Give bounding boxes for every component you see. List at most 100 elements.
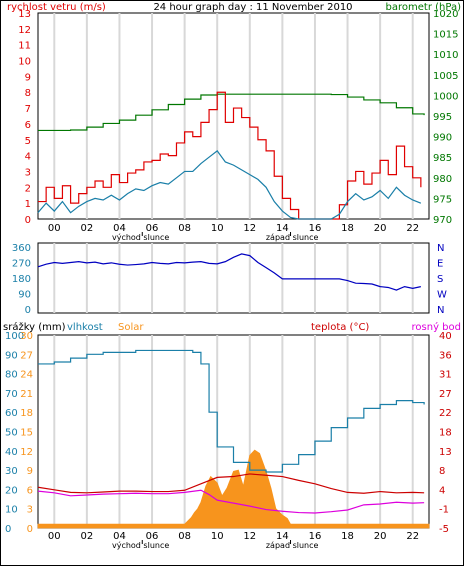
wind-tick-label: 11 [18, 41, 31, 52]
rain-axis-label: srážky (mm) [3, 321, 66, 333]
hour-tick-label-bottom: 02 [81, 531, 94, 542]
temperature-tick-label: 31 [439, 370, 452, 381]
temperature-tick-label: 18 [439, 428, 452, 439]
humidity-tick-label: 30 [5, 466, 18, 477]
wind-tick-label: 10 [18, 57, 31, 68]
direction-tick-label: 270 [12, 259, 31, 270]
solar-axis-label: Solar [118, 322, 144, 333]
solar-tick-label: 12 [20, 447, 33, 458]
dewpoint-line [37, 489, 425, 514]
humidity-tick-label: 20 [5, 485, 18, 496]
direction-tick-label: 360 [12, 243, 31, 254]
chart-title: 24 hour graph day : 11 November 2010 [153, 2, 352, 13]
solar-tick-label: 3 [27, 505, 33, 516]
humidity-tick-label: 100 [5, 331, 24, 342]
hour-tick-label-bottom: 12 [243, 531, 256, 542]
direction-panel-frame [37, 242, 430, 314]
temperature-tick-label: 40 [439, 331, 452, 342]
solar-tick-label: 0 [27, 524, 33, 535]
humidity-tick-label: 40 [5, 447, 18, 458]
wind-tick-label: 3 [25, 167, 31, 178]
hour-tick-label: 22 [406, 223, 419, 234]
solar-tick-label: 18 [20, 408, 33, 419]
direction-tick-label: 0 [25, 305, 31, 316]
direction-tick-label: 90 [18, 290, 31, 301]
temperature-line [37, 473, 425, 494]
solar-tick-label: 21 [20, 389, 33, 400]
solar-tick-label: 6 [27, 485, 33, 496]
wind-direction-line [37, 253, 421, 291]
wind-tick-label: 8 [25, 88, 31, 99]
temperature-tick-label: 8 [439, 466, 445, 477]
wind-tick-label: 9 [25, 72, 31, 83]
temperature-tick-label: -1 [439, 505, 449, 516]
solar-tick-label: 30 [20, 331, 33, 342]
temperature-tick-label: 36 [439, 350, 452, 361]
humidity-line [38, 349, 425, 473]
wind-tick-label: 2 [25, 183, 31, 194]
humidity-tick-label: 10 [5, 505, 18, 516]
hour-tick-label-bottom: 14 [276, 531, 289, 542]
hour-tick-label-bottom: 16 [309, 531, 322, 542]
wind-tick-label: 4 [25, 152, 31, 163]
wind-tick-label: 6 [25, 120, 31, 131]
hour-tick-label-bottom: 00 [48, 531, 61, 542]
hour-tick-label: 08 [178, 223, 191, 234]
hour-tick-label: 10 [211, 223, 224, 234]
wind-axis-label: rychlost vetru (m/s) [7, 2, 106, 13]
compass-tick-label: W [437, 290, 447, 301]
wind-tick-label: 12 [18, 25, 31, 36]
temperature-tick-label: 13 [439, 447, 452, 458]
hour-tick-label: 18 [341, 223, 354, 234]
hour-tick-label: 16 [309, 223, 322, 234]
hour-tick-label: 20 [374, 223, 387, 234]
compass-tick-label: S [437, 274, 443, 285]
solar-tick-label: 24 [20, 370, 33, 381]
baro-tick-label: 985 [433, 153, 452, 164]
sunset-label-bottom: západ slunce [266, 541, 319, 550]
humidity-tick-label: 70 [5, 389, 18, 400]
wind-tick-label: 7 [25, 104, 31, 115]
solar-tick-label: 27 [20, 350, 33, 361]
baro-axis-label: barometr (hPa) [386, 2, 462, 13]
wind-tick-label: 13 [18, 9, 31, 20]
wind-tick-label: 5 [25, 136, 31, 147]
wind-tick-label: 0 [25, 215, 31, 226]
baro-tick-label: 1005 [433, 71, 458, 82]
temperature-tick-label: 4 [439, 485, 445, 496]
hour-tick-label: 02 [81, 223, 94, 234]
humidity-tick-label: 0 [5, 524, 11, 535]
humidity-tick-label: 50 [5, 428, 18, 439]
hour-tick-label-bottom: 10 [211, 531, 224, 542]
sunrise-label: východ slunce [112, 233, 169, 242]
hour-tick-label-bottom: 18 [341, 531, 354, 542]
temperature-axis-label: teplota (°C) [311, 322, 369, 333]
compass-tick-label: E [437, 259, 443, 270]
solar-area [37, 449, 430, 529]
baro-tick-label: 975 [433, 194, 452, 205]
direction-tick-label: 180 [12, 274, 31, 285]
wind-gust-line [38, 91, 422, 220]
baro-tick-label: 1020 [433, 9, 458, 20]
hour-tick-label: 00 [48, 223, 61, 234]
humidity-tick-label: 90 [5, 350, 18, 361]
temperature-tick-label: -5 [439, 524, 449, 535]
hour-tick-label: 12 [243, 223, 256, 234]
solar-tick-label: 15 [20, 428, 33, 439]
baro-tick-label: 1010 [433, 50, 458, 61]
dewpoint-axis-label: rosný bod [412, 321, 461, 333]
sunrise-label-bottom: východ slunce [112, 541, 169, 550]
baro-tick-label: 1000 [433, 91, 458, 102]
hour-tick-label-bottom: 06 [146, 531, 159, 542]
hour-tick-label-bottom: 20 [374, 531, 387, 542]
solar-tick-label: 9 [27, 466, 33, 477]
baro-tick-label: 980 [433, 174, 452, 185]
hour-tick-label-bottom: 08 [178, 531, 191, 542]
humidity-axis-label: vlhkost [67, 322, 103, 333]
baro-tick-label: 970 [433, 215, 452, 226]
wind-tick-label: 1 [25, 199, 31, 210]
compass-tick-label: N [437, 305, 444, 316]
sunset-label: západ slunce [266, 233, 319, 242]
